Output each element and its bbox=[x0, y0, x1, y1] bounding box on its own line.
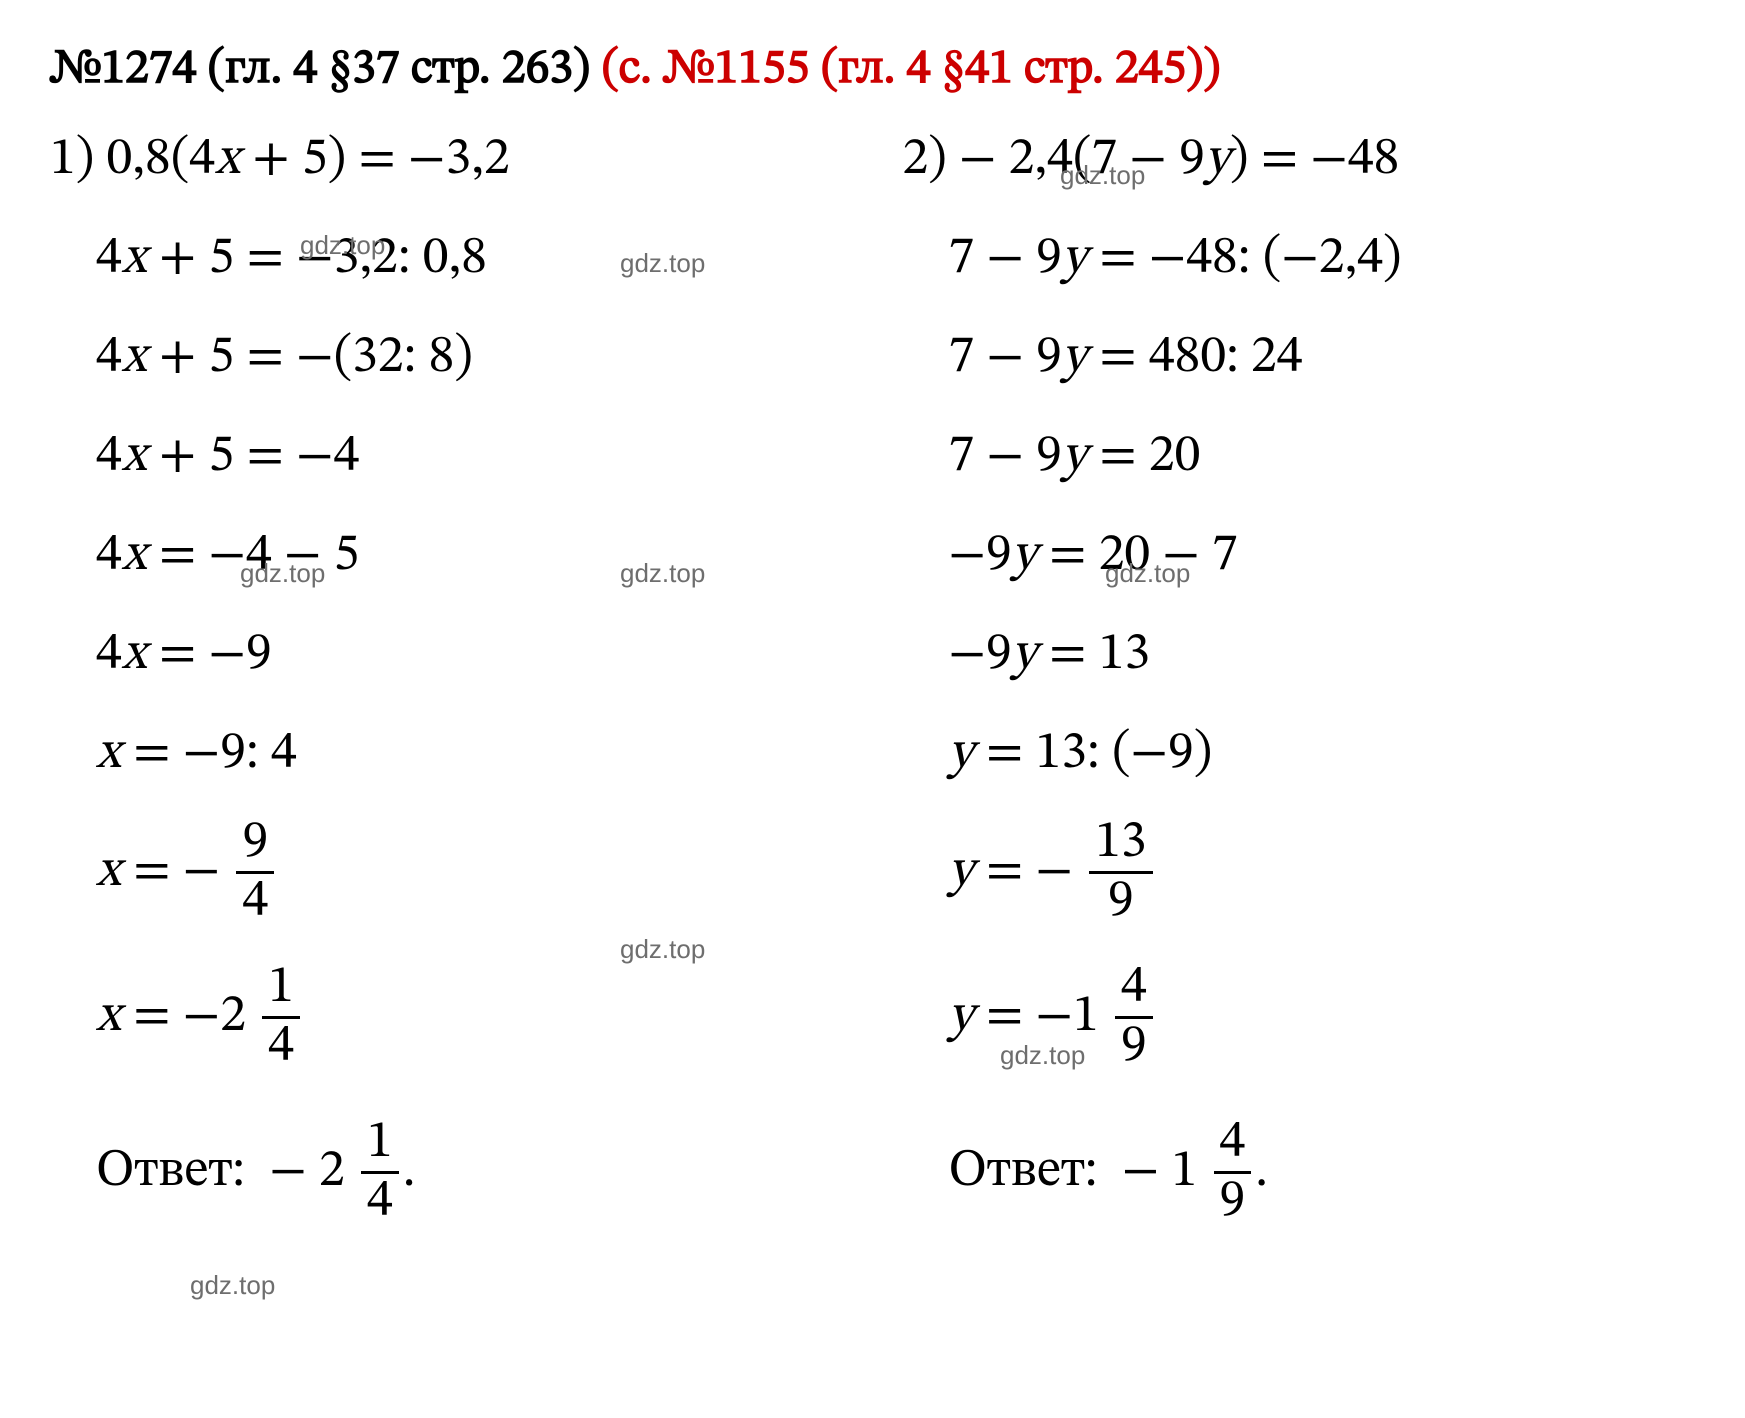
column-2: 2) − 2,4(7 − 9y) = −48 7 − 9y = −48: (−2… bbox=[903, 128, 1696, 1266]
c2-line-2: 7 − 9y = 480: 24 bbox=[903, 326, 1696, 391]
c1-line-0: 1) 0,8(4x + 5) = −3,2 bbox=[50, 128, 843, 193]
c1-line-5: 4x = −9 bbox=[50, 623, 843, 688]
c2-line-0: 2) − 2,4(7 − 9y) = −48 bbox=[903, 128, 1696, 193]
c1-line-1: 4x + 5 = −3,2: 0,8 bbox=[50, 227, 843, 292]
fraction: 1 4 bbox=[262, 962, 300, 1073]
c2-line-6: y = 13: (−9) bbox=[903, 722, 1696, 787]
frac-num: 13 bbox=[1089, 817, 1152, 874]
c2-frac-2: y = −1 4 9 bbox=[903, 966, 1696, 1077]
answer-suffix: . bbox=[403, 1140, 416, 1205]
mixed-int: 1 bbox=[1073, 991, 1099, 1043]
watermark: gdz.top bbox=[190, 1270, 275, 1301]
mixed-int: 2 bbox=[319, 1146, 345, 1198]
frac-num: 1 bbox=[361, 1117, 399, 1174]
column-1: 1) 0,8(4x + 5) = −3,2 4x + 5 = −3,2: 0,8… bbox=[50, 128, 843, 1266]
frac-num: 1 bbox=[262, 962, 300, 1019]
columns-wrap: 1) 0,8(4x + 5) = −3,2 4x + 5 = −3,2: 0,8… bbox=[50, 128, 1695, 1266]
frac-den: 4 bbox=[361, 1174, 399, 1228]
c1-line-6: x = −9: 4 bbox=[50, 722, 843, 787]
fraction: 1 4 bbox=[361, 1117, 399, 1228]
frac-den: 4 bbox=[236, 874, 274, 928]
fraction: 9 4 bbox=[236, 817, 274, 928]
c1-line-3: 4x + 5 = −4 bbox=[50, 425, 843, 490]
frac-den: 9 bbox=[1115, 1019, 1153, 1073]
c1-answer: Ответ: − 2 1 4 . bbox=[50, 1121, 843, 1232]
mixed-int: 2 bbox=[220, 991, 246, 1043]
c1-line-4: 4x = −4 − 5 bbox=[50, 524, 843, 589]
frac-den: 4 bbox=[262, 1019, 300, 1073]
problem-header: №1274 (гл. 4 §37 стр. 263) (с. №1155 (гл… bbox=[50, 40, 1695, 100]
page-root: №1274 (гл. 4 §37 стр. 263) (с. №1155 (гл… bbox=[0, 0, 1745, 1306]
c1-frac-2: x = −2 1 4 bbox=[50, 966, 843, 1077]
c2-line-3: 7 − 9y = 20 bbox=[903, 425, 1696, 490]
c2-answer: Ответ: − 1 4 9 . bbox=[903, 1121, 1696, 1232]
header-red: (с. №1155 (гл. 4 §41 стр. 245)) bbox=[602, 46, 1221, 94]
answer-label: Ответ: − 1 bbox=[949, 1140, 1198, 1205]
fraction: 4 9 bbox=[1115, 962, 1153, 1073]
answer-suffix: . bbox=[1255, 1140, 1268, 1205]
frac-num: 4 bbox=[1115, 962, 1153, 1019]
header-black: №1274 (гл. 4 §37 стр. 263) bbox=[50, 46, 602, 94]
c2-line-1: 7 − 9y = −48: (−2,4) bbox=[903, 227, 1696, 292]
c2-frac-1: y = − 13 9 bbox=[903, 821, 1696, 932]
c1-line-2: 4x + 5 = −(32: 8) bbox=[50, 326, 843, 391]
mixed-int: 1 bbox=[1172, 1146, 1198, 1198]
frac-num: 4 bbox=[1214, 1117, 1252, 1174]
fraction: 4 9 bbox=[1214, 1117, 1252, 1228]
answer-label: Ответ: − 2 bbox=[96, 1140, 345, 1205]
c2-line-5: −9y = 13 bbox=[903, 623, 1696, 688]
frac-den: 9 bbox=[1089, 874, 1152, 928]
frac-den: 9 bbox=[1214, 1174, 1252, 1228]
fraction: 13 9 bbox=[1089, 817, 1152, 928]
c2-line-4: −9y = 20 − 7 bbox=[903, 524, 1696, 589]
c1-frac-1: x = − 9 4 bbox=[50, 821, 843, 932]
frac-num: 9 bbox=[236, 817, 274, 874]
